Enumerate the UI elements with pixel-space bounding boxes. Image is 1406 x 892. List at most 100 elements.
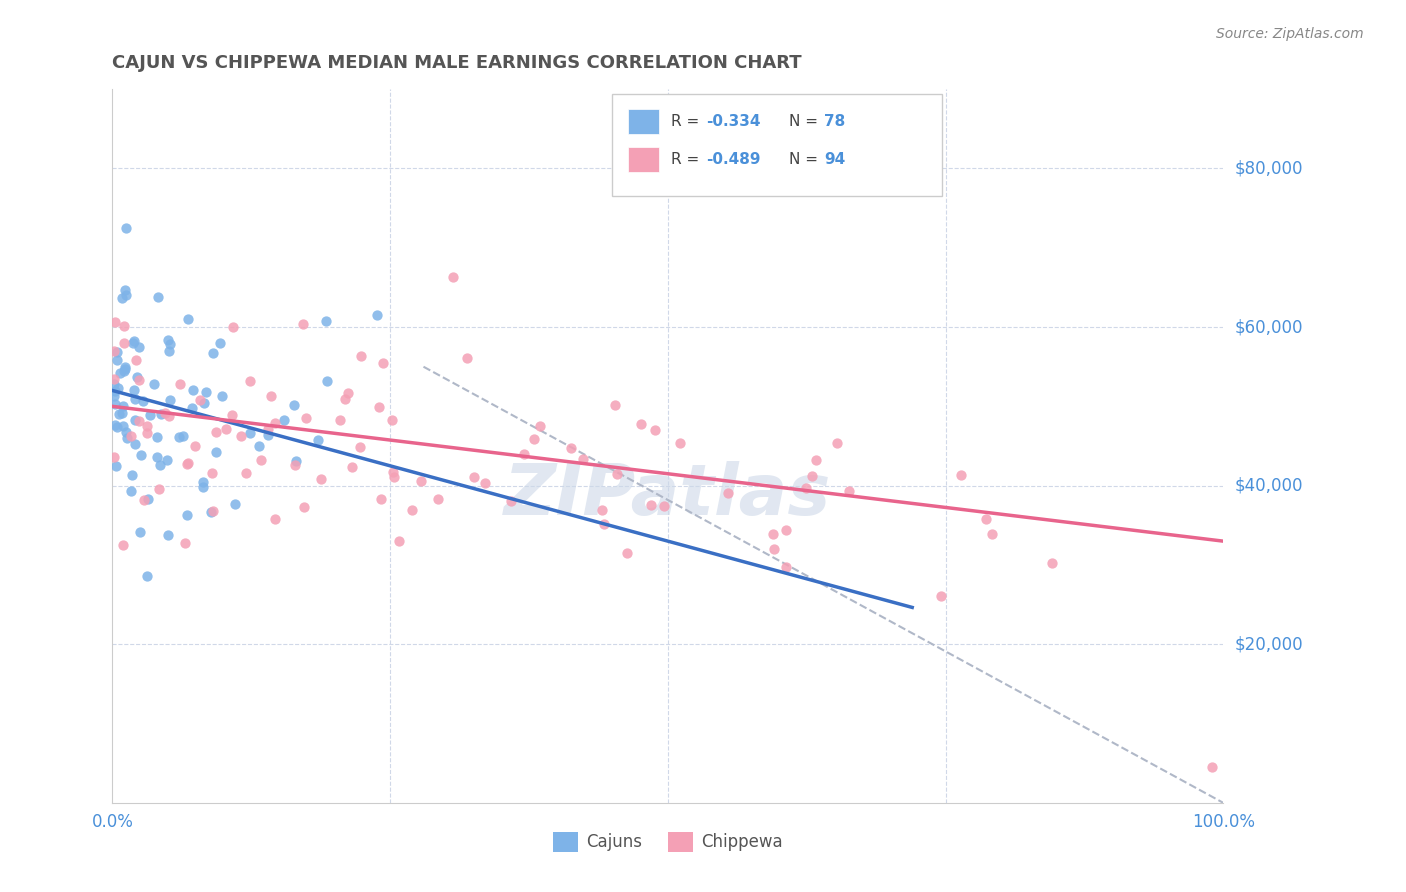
Point: [215, 422, 238, 436]
Point: [111, 399, 134, 413]
Point: [669, 436, 692, 450]
Point: [131, 394, 153, 409]
Point: [105, 352, 128, 367]
Text: $20,000: $20,000: [1234, 635, 1303, 653]
Point: [169, 377, 191, 392]
Point: [652, 499, 675, 513]
Point: [804, 453, 827, 467]
Point: [762, 542, 785, 557]
Point: [114, 283, 136, 297]
Point: [129, 448, 152, 462]
Point: [124, 437, 146, 451]
Point: [456, 351, 478, 365]
Point: [149, 458, 172, 472]
Point: [329, 413, 352, 427]
Point: [381, 466, 404, 480]
Point: [794, 481, 817, 495]
Point: [284, 458, 307, 472]
Point: [125, 369, 148, 384]
Point: [264, 417, 287, 431]
Point: [205, 425, 228, 440]
Text: $40,000: $40,000: [1234, 476, 1303, 495]
Point: [128, 340, 150, 354]
Point: [974, 512, 997, 526]
Point: [630, 417, 652, 431]
Point: [157, 343, 180, 358]
Point: [427, 491, 450, 506]
Point: [640, 498, 662, 512]
Point: [120, 483, 142, 498]
Point: [159, 393, 181, 408]
Point: [146, 450, 169, 464]
Text: -0.334: -0.334: [706, 114, 761, 128]
Point: [335, 392, 357, 406]
Point: [136, 418, 159, 433]
Text: R =: R =: [671, 153, 704, 167]
Text: R =: R =: [671, 114, 704, 128]
Point: [239, 425, 262, 440]
Point: [204, 445, 226, 459]
Point: [202, 345, 225, 359]
Point: [157, 528, 180, 542]
Point: [950, 468, 973, 483]
Text: N =: N =: [789, 153, 823, 167]
Point: [381, 412, 404, 426]
Point: [366, 308, 388, 322]
Point: [111, 538, 134, 552]
Point: [401, 503, 423, 517]
Point: [250, 453, 273, 467]
Point: [115, 431, 138, 445]
Point: [368, 401, 391, 415]
Point: [128, 373, 150, 387]
Point: [337, 386, 360, 401]
Point: [115, 425, 138, 440]
Point: [307, 433, 329, 447]
Point: [103, 377, 125, 392]
Point: [800, 469, 823, 483]
Point: [138, 409, 160, 423]
Point: [103, 343, 125, 358]
Point: [315, 314, 337, 328]
Point: [176, 312, 198, 326]
Point: [1040, 556, 1063, 570]
Point: [294, 411, 316, 425]
Point: [193, 396, 215, 410]
Point: [112, 318, 135, 333]
Point: [114, 359, 136, 374]
Text: ZIPatlas: ZIPatlas: [505, 461, 831, 531]
Point: [409, 474, 432, 488]
Point: [501, 494, 523, 508]
Point: [529, 419, 551, 434]
Point: [371, 356, 394, 370]
Point: [146, 290, 169, 304]
Point: [382, 469, 405, 483]
Point: [112, 364, 135, 378]
Point: [124, 413, 146, 427]
Point: [838, 484, 860, 499]
Point: [122, 334, 145, 348]
Point: [221, 320, 243, 334]
Point: [200, 466, 222, 480]
Point: [181, 383, 204, 397]
Point: [283, 398, 305, 412]
Point: [285, 454, 308, 468]
Point: [104, 418, 127, 433]
Point: [125, 353, 148, 368]
Point: [176, 456, 198, 470]
Point: [128, 414, 150, 428]
Point: [167, 430, 190, 444]
Point: [224, 498, 246, 512]
Point: [560, 441, 582, 455]
Point: [110, 366, 132, 380]
Point: [260, 389, 283, 403]
Point: [775, 560, 797, 574]
Point: [239, 374, 262, 388]
Point: [388, 534, 411, 549]
Point: [104, 397, 127, 411]
Point: [981, 527, 1004, 541]
Point: [350, 350, 373, 364]
Point: [174, 536, 197, 550]
Point: [129, 524, 152, 539]
Point: [209, 335, 232, 350]
Point: [148, 482, 170, 496]
